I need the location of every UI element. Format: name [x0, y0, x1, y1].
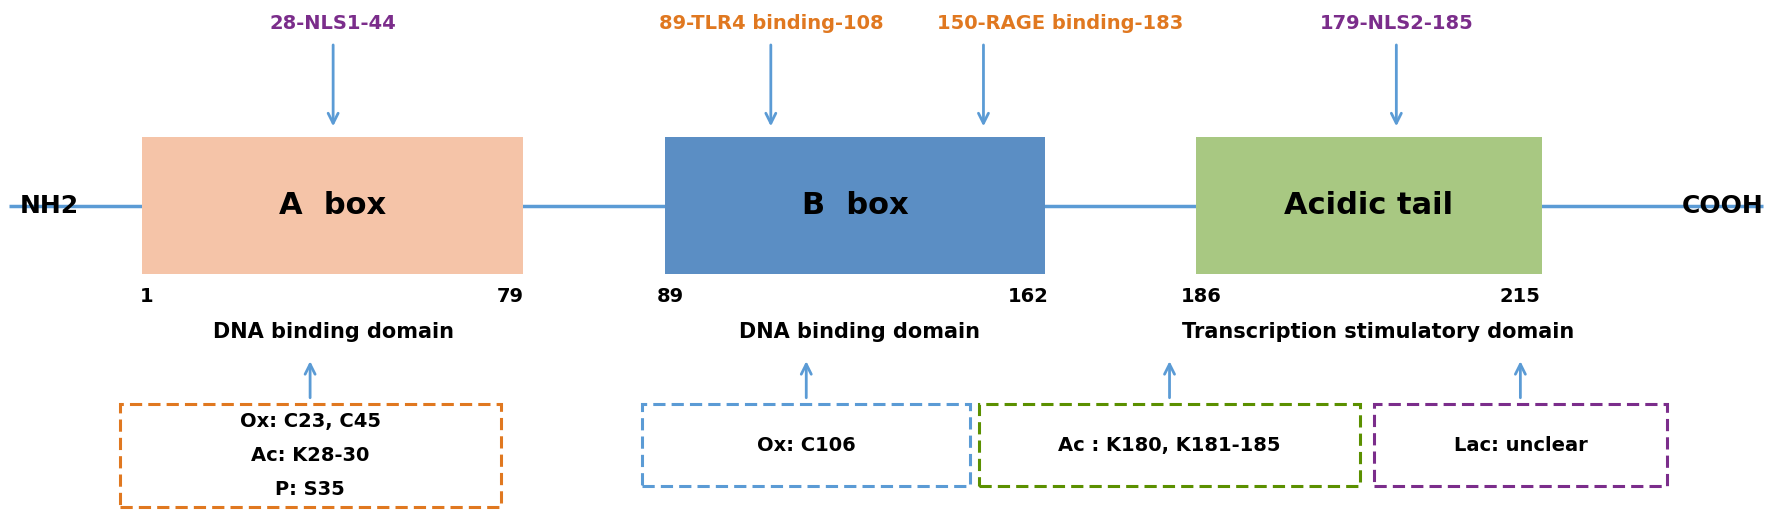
- Text: 89-TLR4 binding-108: 89-TLR4 binding-108: [659, 14, 882, 33]
- Text: Lac: unclear: Lac: unclear: [1453, 436, 1588, 455]
- Text: Ox: C106: Ox: C106: [757, 436, 856, 455]
- Text: 28-NLS1-44: 28-NLS1-44: [269, 14, 397, 33]
- Text: 150-RAGE binding-183: 150-RAGE binding-183: [937, 14, 1182, 33]
- Text: 1: 1: [140, 287, 154, 306]
- Text: Transcription stimulatory domain: Transcription stimulatory domain: [1182, 322, 1575, 342]
- Text: 215: 215: [1499, 287, 1542, 306]
- Text: 186: 186: [1180, 287, 1223, 306]
- Text: B  box: B box: [801, 191, 909, 220]
- Text: DNA binding domain: DNA binding domain: [213, 322, 454, 342]
- Bar: [664, 137, 1045, 274]
- Text: Ox: C23, C45
Ac: K28-30
P: S35: Ox: C23, C45 Ac: K28-30 P: S35: [239, 412, 381, 500]
- Text: Ac : K180, K181-185: Ac : K180, K181-185: [1058, 436, 1281, 455]
- Text: DNA binding domain: DNA binding domain: [739, 322, 980, 342]
- Bar: [119, 405, 500, 507]
- Text: 162: 162: [1006, 287, 1049, 306]
- Bar: [641, 405, 971, 486]
- Text: NH2: NH2: [19, 193, 80, 218]
- Text: Acidic tail: Acidic tail: [1285, 191, 1453, 220]
- Text: COOH: COOH: [1682, 193, 1763, 218]
- Bar: [1196, 137, 1542, 274]
- Text: 179-NLS2-185: 179-NLS2-185: [1320, 14, 1473, 33]
- Text: 89: 89: [656, 287, 684, 306]
- Bar: [978, 405, 1361, 486]
- Text: A  box: A box: [278, 191, 386, 220]
- Text: 79: 79: [496, 287, 525, 306]
- Bar: [1373, 405, 1666, 486]
- Bar: [142, 137, 523, 274]
